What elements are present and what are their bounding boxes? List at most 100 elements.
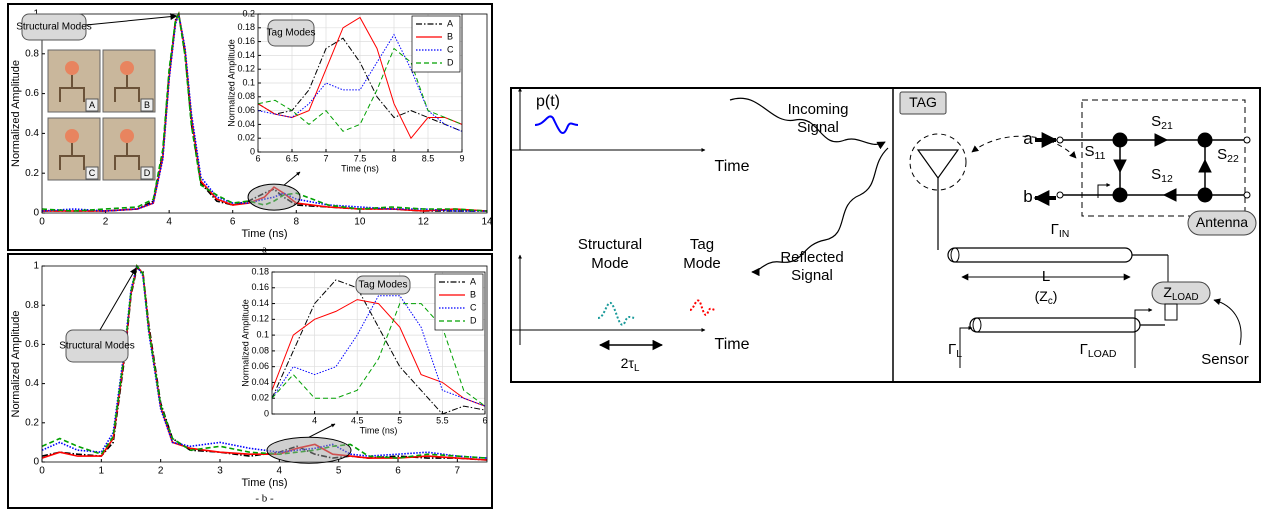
diagram-label: ΓLOAD xyxy=(1080,341,1117,360)
panel-frame xyxy=(7,3,493,251)
annotation: Structural Modes xyxy=(16,22,92,33)
legend-label: D xyxy=(470,315,477,325)
x-tick-label: 6 xyxy=(230,217,236,228)
diagram-label: ΓL xyxy=(948,341,962,360)
diagram-label: (Zc) xyxy=(1035,288,1058,307)
y-tick-label: 0 xyxy=(264,408,269,418)
y-tick-label: 0.14 xyxy=(237,50,255,60)
x-tick-label: 0 xyxy=(39,466,45,477)
legend-label: C xyxy=(447,44,454,54)
y-tick-label: 0.6 xyxy=(25,88,39,99)
x-tick-label: 2 xyxy=(103,217,109,228)
x-axis-label: Time (ns) xyxy=(360,425,398,435)
series-line xyxy=(257,37,463,132)
diagram-label: Mode xyxy=(683,255,721,272)
y-tick-label: 0.2 xyxy=(25,168,39,179)
photo-dot xyxy=(120,129,134,143)
label-text: Incoming xyxy=(788,101,849,118)
diagram-label: p(t) xyxy=(536,93,560,110)
x-tick-label: 6 xyxy=(395,466,401,477)
x-tick-label: 4 xyxy=(166,217,172,228)
annotation-arrow xyxy=(99,267,137,331)
y-tick-label: 0 xyxy=(33,457,39,468)
diagram-label: TAG xyxy=(909,94,937,110)
x-tick-label: 10 xyxy=(354,217,366,228)
diagram-label: Structural xyxy=(578,236,642,253)
y-tick-label: 0.06 xyxy=(237,105,255,115)
annotation: Structural Modes xyxy=(59,341,135,352)
inset-arrow xyxy=(308,423,336,438)
plot-frame xyxy=(41,265,488,463)
series-line xyxy=(257,47,463,132)
label-text: Time xyxy=(715,336,750,353)
photo-label-box xyxy=(85,98,99,112)
y-tick-label: 0.04 xyxy=(251,377,269,387)
photo-label: B xyxy=(144,100,150,110)
label-subscript: LOAD xyxy=(1172,292,1199,303)
y-tick-label: 0.2 xyxy=(242,8,255,18)
plot-frame xyxy=(257,13,463,153)
photo-label: A xyxy=(89,100,95,110)
y-tick-label: 0 xyxy=(250,146,255,156)
panel-frame xyxy=(7,253,493,509)
diagram-label: Tag xyxy=(690,236,714,253)
diagram-label: b xyxy=(1023,187,1032,206)
label-subscript: 22 xyxy=(1227,153,1239,165)
highlight-ellipse xyxy=(266,436,352,464)
diagram-label: S21 xyxy=(1151,113,1173,132)
legend-label: A xyxy=(447,18,453,28)
y-tick-label: 0.8 xyxy=(25,300,39,311)
legend-label: D xyxy=(447,57,454,67)
label-subscript: L xyxy=(634,363,640,374)
label-text: Z xyxy=(1163,284,1172,300)
y-tick-label: 0.18 xyxy=(237,22,255,32)
x-tick-label: 4.5 xyxy=(351,415,364,425)
x-tick-label: 5 xyxy=(336,466,342,477)
x-tick-label: 3 xyxy=(217,466,223,477)
legend-label: A xyxy=(470,276,476,286)
diagram-label: Reflected xyxy=(780,249,843,266)
annotation-box xyxy=(65,329,129,363)
series-line xyxy=(271,303,486,407)
y-axis-label: Normalized Amplitude xyxy=(10,311,22,418)
y-axis-label: Normalized Amplitude xyxy=(226,39,236,127)
x-tick-label: 2 xyxy=(158,466,164,477)
series-line xyxy=(271,299,486,407)
series-line xyxy=(41,264,488,461)
label-text: a xyxy=(1023,129,1033,148)
x-tick-label: 12 xyxy=(418,217,430,228)
y-tick-label: 0.4 xyxy=(25,378,39,389)
photo-trace xyxy=(59,143,85,170)
y-tick-label: 0.08 xyxy=(237,91,255,101)
y-tick-label: 0.18 xyxy=(251,266,269,276)
annotation-box xyxy=(355,275,411,295)
x-axis-label: Time (ns) xyxy=(241,477,287,489)
label-text: Γ xyxy=(948,341,956,358)
label-text: Mode xyxy=(591,255,629,272)
y-tick-label: 0 xyxy=(33,208,39,219)
diagram-label: L xyxy=(1042,268,1050,285)
photo-label-box xyxy=(140,98,154,112)
x-tick-label: 4 xyxy=(312,415,317,425)
diagram xyxy=(510,87,1261,383)
label-text: Γ xyxy=(1080,341,1088,358)
photo xyxy=(47,49,101,113)
highlight-ellipse xyxy=(247,183,301,211)
photo-trace xyxy=(114,75,140,102)
diagram-label: ZLOAD xyxy=(1163,284,1198,303)
label-text: S xyxy=(1217,146,1227,163)
y-tick-label: 0.16 xyxy=(251,282,269,292)
label-text: L xyxy=(1042,268,1050,285)
label-text: S xyxy=(1151,166,1161,183)
photo-dot xyxy=(65,129,79,143)
diagram-label: 2τL xyxy=(621,355,640,374)
label-subscript: 12 xyxy=(1161,173,1173,185)
x-tick-label: 14 xyxy=(481,217,493,228)
y-tick-label: 0.1 xyxy=(242,77,255,87)
label-subscript: 11 xyxy=(1095,150,1106,162)
photo-label: C xyxy=(89,168,96,178)
y-axis-label: Normalized Amplitude xyxy=(10,60,22,167)
photo-trace xyxy=(59,75,85,102)
label-text: Time xyxy=(715,158,750,175)
